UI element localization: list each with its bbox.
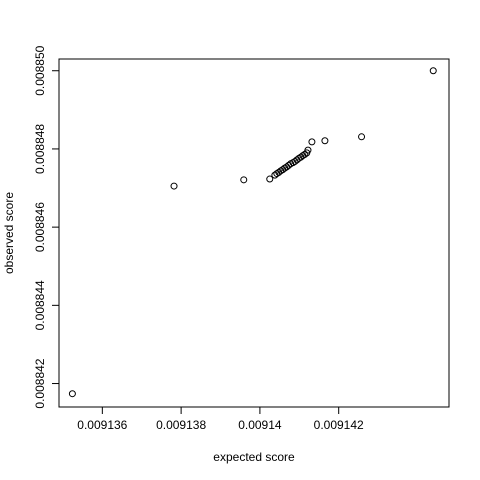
point xyxy=(68,390,76,398)
y-axis-label: observed score xyxy=(2,192,16,274)
x-axis-label: expected score xyxy=(213,450,295,464)
y-tick-label: 0.008844 xyxy=(33,280,47,330)
x-tick-label: 0.009136 xyxy=(77,418,127,432)
point xyxy=(240,176,248,184)
x-tick-label: 0.009142 xyxy=(314,418,364,432)
point xyxy=(266,175,274,183)
plot-frame xyxy=(58,58,450,408)
point xyxy=(308,138,316,146)
x-tick-label: 0.00914 xyxy=(238,418,282,432)
x-tick-label: 0.009138 xyxy=(156,418,206,432)
point xyxy=(321,137,329,145)
y-tick-label: 0.008846 xyxy=(33,202,47,252)
point xyxy=(358,133,366,141)
point xyxy=(170,182,178,190)
y-tick-label: 0.008850 xyxy=(33,45,47,95)
y-tick-label: 0.008848 xyxy=(33,124,47,174)
point xyxy=(429,67,437,75)
point xyxy=(304,146,312,154)
y-tick-label: 0.008842 xyxy=(33,358,47,408)
